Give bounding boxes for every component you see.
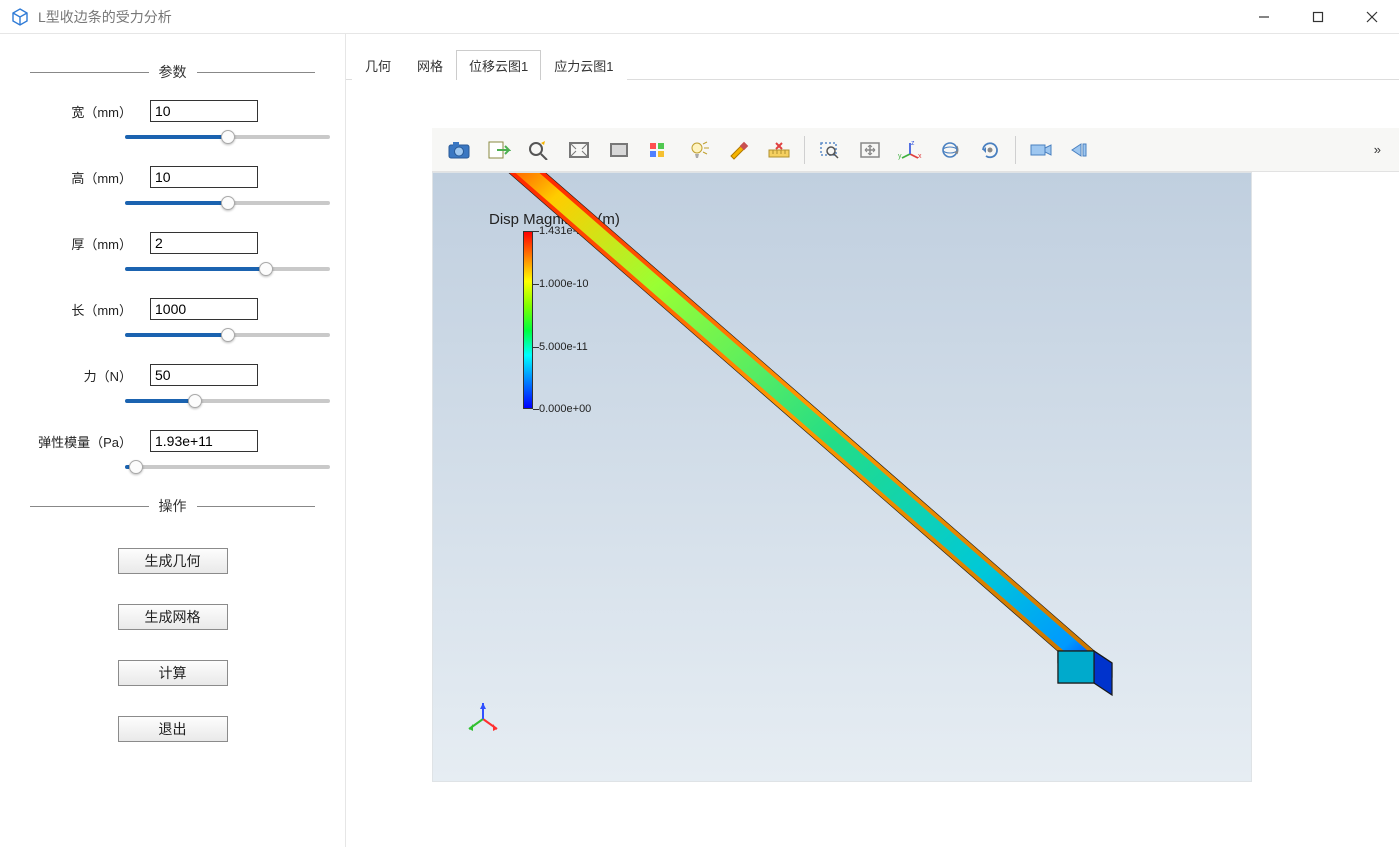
camera-icon[interactable] bbox=[440, 133, 478, 167]
pan-4way-icon[interactable] bbox=[851, 133, 889, 167]
param-label: 高（mm） bbox=[30, 168, 150, 187]
tab-2[interactable]: 位移云图1 bbox=[456, 50, 541, 80]
generate-geometry-button[interactable]: 生成几何 bbox=[118, 548, 228, 574]
tab-1[interactable]: 网格 bbox=[404, 50, 456, 80]
result-beam bbox=[488, 172, 1128, 713]
tab-0[interactable]: 几何 bbox=[352, 50, 404, 80]
params-section: 参数 宽（mm） 高（mm） 厚（mm） 长（mm） 力（N） 弹性模量（Pa） bbox=[30, 62, 315, 474]
light-icon[interactable] bbox=[680, 133, 718, 167]
param-label: 弹性模量（Pa） bbox=[30, 432, 150, 451]
tab-3[interactable]: 应力云图1 bbox=[541, 50, 626, 80]
view-port-icon[interactable] bbox=[560, 133, 598, 167]
svg-text:x: x bbox=[918, 153, 922, 160]
param-input-1[interactable] bbox=[150, 166, 258, 188]
exit-button[interactable]: 退出 bbox=[118, 716, 228, 742]
param-slider-0[interactable] bbox=[125, 135, 330, 139]
compute-button[interactable]: 计算 bbox=[118, 660, 228, 686]
maximize-button[interactable] bbox=[1291, 0, 1345, 34]
reset-rotate-icon[interactable] bbox=[971, 133, 1009, 167]
rotate-globe-icon[interactable] bbox=[931, 133, 969, 167]
select-box-icon[interactable] bbox=[811, 133, 849, 167]
svg-text:y: y bbox=[898, 153, 902, 160]
view-surface-icon[interactable] bbox=[600, 133, 638, 167]
color-legend-icon[interactable] bbox=[640, 133, 678, 167]
param-input-2[interactable] bbox=[150, 232, 258, 254]
ops-section: 操作 生成几何 生成网格 计算 退出 bbox=[30, 496, 315, 742]
param-slider-3[interactable] bbox=[125, 333, 330, 337]
rewind-icon[interactable] bbox=[1062, 133, 1100, 167]
generate-mesh-button[interactable]: 生成网格 bbox=[118, 604, 228, 630]
axes-xyz-icon[interactable]: x y z bbox=[891, 133, 929, 167]
param-slider-2[interactable] bbox=[125, 267, 330, 271]
window-title: L型收边条的受力分析 bbox=[38, 7, 172, 27]
param-input-3[interactable] bbox=[150, 298, 258, 320]
viewport-toolbar: x y z » bbox=[432, 128, 1399, 172]
camera-video-icon[interactable] bbox=[1022, 133, 1060, 167]
param-label: 厚（mm） bbox=[30, 234, 150, 253]
titlebar: L型收边条的受力分析 bbox=[0, 0, 1399, 34]
param-slider-4[interactable] bbox=[125, 399, 330, 403]
tab-strip: 几何网格位移云图1应力云图1 bbox=[346, 52, 1399, 80]
param-label: 宽（mm） bbox=[30, 102, 150, 121]
param-input-5[interactable] bbox=[150, 430, 258, 452]
param-slider-1[interactable] bbox=[125, 201, 330, 205]
param-label: 力（N） bbox=[30, 366, 150, 385]
param-input-4[interactable] bbox=[150, 364, 258, 386]
minimize-button[interactable] bbox=[1237, 0, 1291, 34]
svg-text:z: z bbox=[911, 140, 915, 147]
ops-legend: 操作 bbox=[149, 496, 197, 516]
export-icon[interactable] bbox=[480, 133, 518, 167]
brush-icon[interactable] bbox=[720, 133, 758, 167]
param-label: 长（mm） bbox=[30, 300, 150, 319]
axis-triad-icon bbox=[463, 699, 503, 739]
toolbar-overflow-button[interactable]: » bbox=[1364, 142, 1391, 157]
zoom-icon[interactable] bbox=[520, 133, 558, 167]
ruler-x-icon[interactable] bbox=[760, 133, 798, 167]
main-area: 几何网格位移云图1应力云图1 x y z » Disp Magnitude (m) 1… bbox=[346, 34, 1399, 847]
app-icon bbox=[10, 7, 30, 27]
viewport-3d[interactable]: Disp Magnitude (m) 1.431e-101.000e-105.0… bbox=[432, 172, 1252, 782]
close-button[interactable] bbox=[1345, 0, 1399, 34]
param-slider-5[interactable] bbox=[125, 465, 330, 469]
params-legend: 参数 bbox=[149, 62, 197, 82]
param-input-0[interactable] bbox=[150, 100, 258, 122]
sidebar: 参数 宽（mm） 高（mm） 厚（mm） 长（mm） 力（N） 弹性模量（Pa）… bbox=[0, 34, 346, 847]
